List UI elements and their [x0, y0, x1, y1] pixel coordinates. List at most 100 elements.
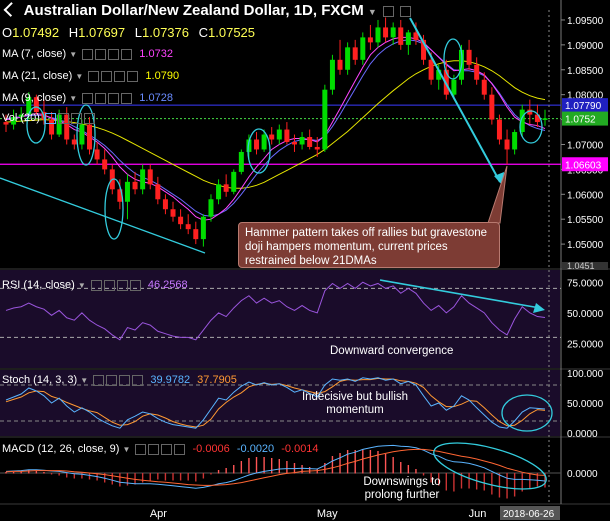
- gear-icon[interactable]: [106, 374, 118, 386]
- close-icon[interactable]: [174, 443, 186, 455]
- chevron-down-icon[interactable]: ▼: [69, 94, 78, 103]
- candle-body: [436, 69, 442, 80]
- eye-icon[interactable]: [93, 374, 105, 386]
- macd-header[interactable]: MACD (12, 26, close, 9) ▼ -0.0006 -0.002…: [2, 443, 319, 455]
- candle-body: [26, 97, 32, 115]
- rsi-note: Downward convergence: [330, 345, 454, 357]
- chevron-down-icon[interactable]: ▼: [77, 281, 86, 290]
- chevron-down-icon[interactable]: ▼: [80, 376, 89, 385]
- close-icon[interactable]: [121, 92, 133, 104]
- highlight-ellipse: [104, 178, 124, 240]
- candle-body: [413, 32, 419, 40]
- candle-body: [178, 216, 184, 225]
- plus-icon[interactable]: [70, 112, 82, 124]
- plus-icon[interactable]: [108, 48, 120, 60]
- close-icon[interactable]: [121, 48, 133, 60]
- candle-body: [489, 94, 495, 120]
- gear-icon[interactable]: [95, 92, 107, 104]
- price-tick-label: 1.05000: [567, 240, 604, 251]
- candle-body: [299, 137, 305, 145]
- macd-signal-value: -0.0014: [281, 443, 319, 455]
- eye-icon[interactable]: [88, 70, 100, 82]
- candle-body: [496, 119, 502, 140]
- indicator-ma9[interactable]: MA (9, close) ▼ 1.0728: [2, 92, 173, 104]
- stoch-tick-label: 100.000: [567, 369, 604, 380]
- chart-close-icon[interactable]: [400, 5, 412, 17]
- candle-body: [71, 139, 77, 145]
- stoch-d-value: 37.7905: [197, 374, 237, 386]
- gear-icon[interactable]: [101, 70, 113, 82]
- candle-body: [269, 134, 275, 140]
- rsi-header[interactable]: RSI (14, close) ▼ 46.2568: [2, 279, 188, 291]
- indicator-ma9-value: 1.0728: [139, 92, 173, 104]
- macd-panel: [0, 438, 560, 504]
- low-label: L: [134, 25, 142, 40]
- candle-body: [367, 37, 373, 43]
- eye-icon[interactable]: [135, 443, 147, 455]
- chevron-down-icon[interactable]: ▼: [122, 445, 131, 454]
- indicator-ma7-label: MA (7, close): [2, 48, 67, 60]
- close-icon[interactable]: [129, 279, 141, 291]
- macd-label: MACD (12, 26, close, 9): [2, 443, 120, 455]
- price-tick-label: 1.08000: [567, 91, 604, 102]
- candle-body: [94, 149, 100, 160]
- eye-icon[interactable]: [82, 92, 94, 104]
- stoch-k-line: [5, 377, 546, 429]
- plus-icon[interactable]: [119, 374, 131, 386]
- gear-icon[interactable]: [103, 279, 115, 291]
- price-tick-label: 1.08500: [567, 66, 604, 77]
- indicator-ma9-label: MA (9, close): [2, 92, 67, 104]
- candle-body: [398, 27, 404, 45]
- symbol-dropdown-icon[interactable]: ▼: [367, 7, 377, 17]
- candle-body: [56, 114, 62, 135]
- candle-body: [162, 199, 168, 210]
- x-tick-label: Apr: [150, 508, 167, 520]
- plus-icon[interactable]: [161, 443, 173, 455]
- indicator-ma7[interactable]: MA (7, close) ▼ 1.0732: [2, 48, 173, 60]
- indicator-ma21[interactable]: MA (21, close) ▼ 1.0790: [2, 70, 179, 82]
- gear-icon[interactable]: [57, 112, 69, 124]
- plus-icon[interactable]: [108, 92, 120, 104]
- close-icon[interactable]: [127, 70, 139, 82]
- eye-icon[interactable]: [90, 279, 102, 291]
- price-tick-label: 1.06000: [567, 190, 604, 201]
- price-tag-2: [562, 157, 608, 172]
- gear-icon[interactable]: [95, 48, 107, 60]
- stoch-k-value: 39.9782: [150, 374, 191, 386]
- indicator-ma21-value: 1.0790: [145, 70, 180, 82]
- candle-body: [49, 119, 55, 135]
- trendline-lower: [0, 177, 206, 254]
- eye-icon[interactable]: [44, 112, 56, 124]
- candle-body: [18, 114, 24, 118]
- candle-body: [421, 39, 427, 60]
- candle-body: [254, 139, 260, 150]
- chevron-down-icon[interactable]: ▼: [75, 72, 84, 81]
- candle-body: [200, 216, 206, 240]
- stoch-note: Indecisive but bullish momentum: [301, 391, 409, 416]
- indicator-ma21-label: MA (21, close): [2, 70, 73, 82]
- chart-settings-icon[interactable]: [382, 5, 394, 17]
- callout-pointer: [487, 165, 508, 224]
- candle-body: [383, 27, 389, 38]
- price-tag-label: 1.0752: [565, 115, 596, 126]
- close-icon[interactable]: [83, 112, 95, 124]
- eye-icon[interactable]: [82, 48, 94, 60]
- candle-body: [504, 139, 510, 150]
- plus-icon[interactable]: [114, 70, 126, 82]
- rsi-tick-label: 75.0000: [567, 278, 604, 289]
- candle-body: [291, 141, 297, 145]
- plus-icon[interactable]: [116, 279, 128, 291]
- candle-body: [481, 79, 487, 95]
- candle-body: [375, 27, 381, 43]
- indicator-vol[interactable]: Vol (20): [2, 112, 95, 124]
- chevron-down-icon[interactable]: ▼: [69, 50, 78, 59]
- price-tag-0: [562, 98, 608, 113]
- rsi-value: 46.2568: [147, 279, 188, 291]
- candle-body: [527, 109, 533, 115]
- stoch-header[interactable]: Stoch (14, 3, 3) ▼ 39.9782 37.7905: [2, 374, 237, 386]
- collapse-icon[interactable]: [3, 2, 19, 17]
- gear-icon[interactable]: [148, 443, 160, 455]
- stoch-tick-label: 0.0000: [567, 429, 598, 440]
- candle-body: [284, 129, 290, 142]
- close-icon[interactable]: [132, 374, 144, 386]
